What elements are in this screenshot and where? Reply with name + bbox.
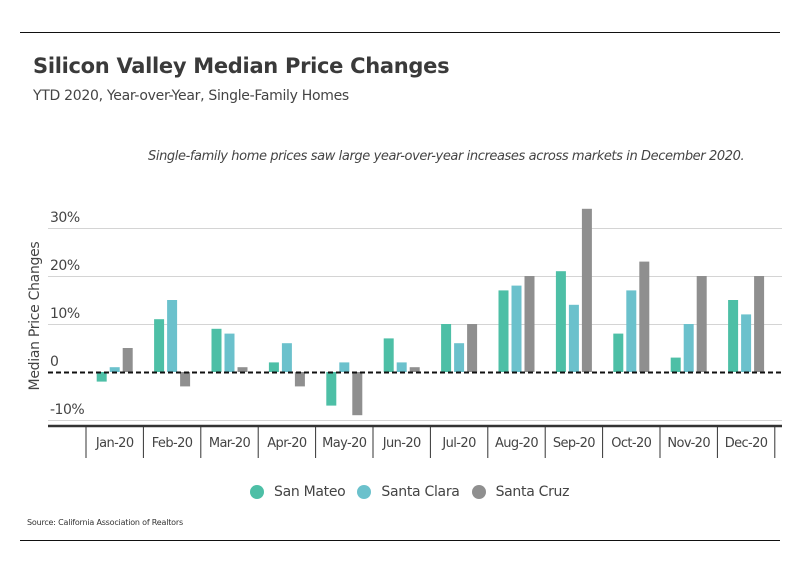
y-tick-label: 10% (50, 306, 80, 322)
bar-san-mateo-jan-20 (96, 372, 107, 382)
chart-annotation: Single-family home prices saw large year… (148, 149, 745, 164)
bar-san-mateo-jul-20 (441, 324, 452, 372)
x-tick-label: Nov-20 (667, 436, 710, 451)
bar-san-mateo-aug-20 (498, 290, 509, 372)
bar-santa-cruz-apr-20 (294, 372, 305, 387)
bar-santa-cruz-jul-20 (467, 324, 478, 372)
x-tick-label: Dec-20 (725, 436, 768, 451)
legend-item-san-mateo: San Mateo (250, 484, 346, 500)
legend-item-santa-cruz: Santa Cruz (471, 484, 570, 500)
bar-san-mateo-feb-20 (154, 319, 165, 372)
bar-san-mateo-dec-20 (728, 300, 739, 372)
bar-santa-clara-jun-20 (396, 362, 407, 372)
y-axis-label: Median Price Changes (27, 242, 43, 391)
bar-san-mateo-sep-20 (555, 271, 566, 372)
bar-santa-cruz-nov-20 (696, 276, 707, 372)
legend-label: Santa Cruz (495, 484, 570, 500)
legend-swatch-icon (471, 485, 486, 499)
bar-santa-clara-jan-20 (109, 367, 120, 372)
y-tick-label: 30% (50, 210, 80, 226)
legend-swatch-icon (250, 485, 264, 499)
bar-santa-clara-apr-20 (281, 343, 292, 372)
x-tick-label: May-20 (322, 436, 367, 451)
x-tick-label: Aug-20 (495, 436, 538, 451)
y-tick-label: -10% (50, 402, 84, 418)
bar-san-mateo-may-20 (326, 372, 337, 406)
bars (96, 208, 765, 416)
legend-label: San Mateo (274, 484, 346, 500)
top-rule (20, 32, 780, 33)
x-tick-label: Mar-20 (209, 436, 251, 451)
bar-san-mateo-jun-20 (383, 338, 394, 372)
bar-santa-cruz-feb-20 (180, 372, 191, 387)
bar-santa-cruz-aug-20 (524, 276, 535, 372)
legend: San Mateo Santa Clara Santa Cruz (250, 484, 581, 500)
bar-santa-clara-mar-20 (224, 333, 235, 372)
chart-title: Silicon Valley Median Price Changes (33, 54, 450, 78)
x-tick-label: Jan-20 (95, 436, 134, 451)
chart-subtitle: YTD 2020, Year-over-Year, Single-Family … (33, 88, 349, 104)
bar-san-mateo-apr-20 (268, 362, 279, 372)
legend-item-santa-clara: Santa Clara (357, 484, 460, 500)
x-tick-label: Jun-20 (382, 436, 421, 451)
x-tick-label: Jul-20 (441, 436, 476, 451)
y-tick-label: 0 (50, 354, 58, 370)
bar-santa-clara-oct-20 (626, 290, 637, 372)
source-note: Source: California Association of Realto… (27, 518, 183, 527)
bar-santa-cruz-mar-20 (237, 367, 248, 372)
y-tick-label: 20% (50, 258, 80, 274)
x-tick-label: Apr-20 (267, 436, 307, 451)
bar-santa-cruz-jun-20 (409, 367, 420, 372)
bar-santa-cruz-dec-20 (754, 276, 765, 372)
bar-santa-clara-may-20 (339, 362, 350, 372)
bar-san-mateo-mar-20 (211, 328, 222, 372)
bar-santa-cruz-jan-20 (122, 348, 133, 372)
bar-santa-clara-feb-20 (167, 300, 178, 372)
bar-san-mateo-nov-20 (670, 357, 681, 372)
x-tick-label: Oct-20 (611, 436, 651, 451)
bar-santa-cruz-oct-20 (639, 261, 650, 372)
bar-santa-clara-aug-20 (511, 285, 522, 372)
x-tick-label: Sep-20 (553, 436, 595, 451)
bar-santa-clara-dec-20 (741, 314, 752, 372)
y-tick-labels: -10% 0 10% 20% 30% (50, 210, 85, 418)
legend-swatch-icon (357, 485, 372, 499)
bar-santa-clara-sep-20 (568, 304, 579, 372)
bar-santa-cruz-sep-20 (581, 208, 592, 372)
x-tick-labels: Jan-20 Feb-20 Mar-20 Apr-20 May-20 Jun-20 Jul-… (85, 427, 776, 458)
bar-santa-cruz-may-20 (352, 372, 363, 416)
bar-santa-clara-jul-20 (454, 343, 465, 372)
bottom-rule (20, 540, 780, 541)
x-tick-label: Feb-20 (152, 436, 193, 451)
bar-santa-clara-nov-20 (683, 324, 694, 372)
legend-label: Santa Clara (381, 484, 460, 500)
bar-san-mateo-oct-20 (613, 333, 624, 372)
